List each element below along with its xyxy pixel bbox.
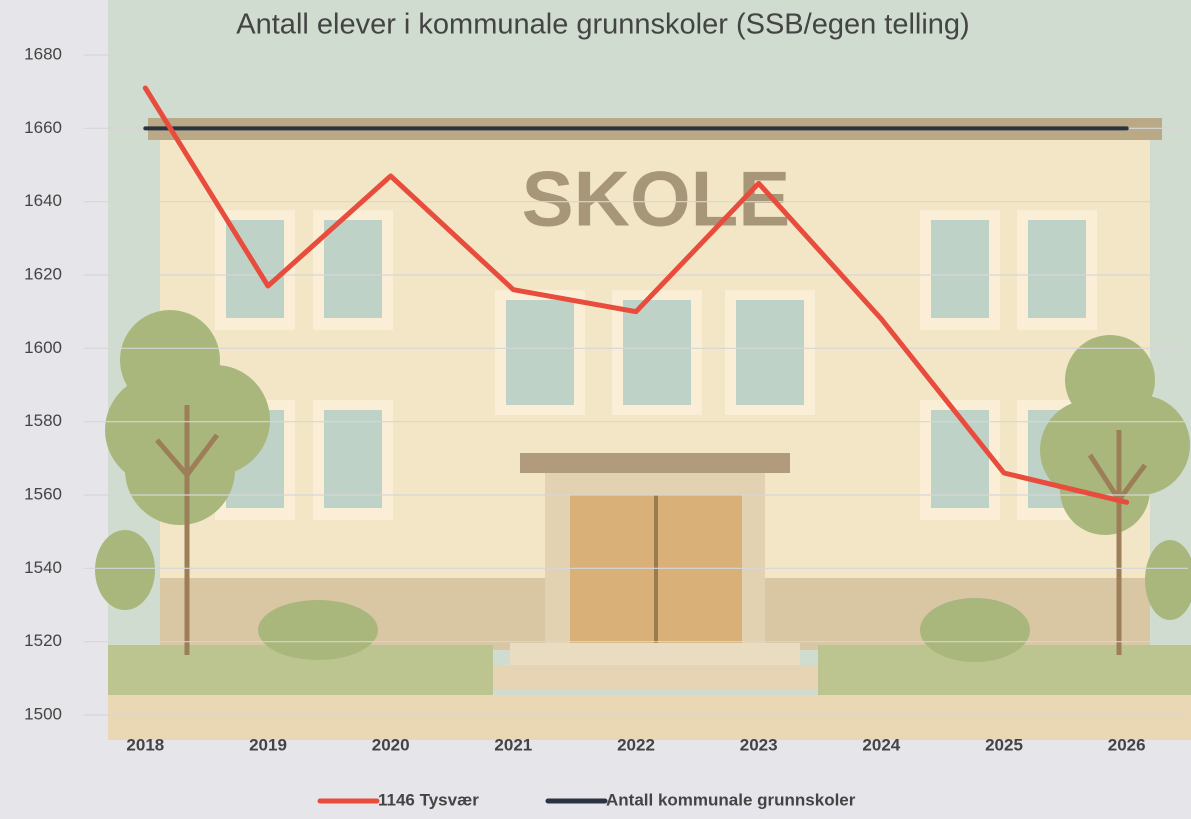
legend-label: 1146 Tysvær: [378, 790, 479, 809]
x-tick-label: 2022: [617, 735, 655, 754]
y-tick-label: 1540: [24, 558, 62, 577]
y-tick-label: 1620: [24, 264, 62, 283]
x-tick-label: 2025: [985, 735, 1023, 754]
building-sign: SKOLE: [522, 155, 791, 243]
x-tick-label: 2019: [249, 735, 287, 754]
x-tick-label: 2018: [126, 735, 164, 754]
x-tick-label: 2023: [740, 735, 778, 754]
y-tick-label: 1600: [24, 338, 62, 357]
y-tick-label: 1500: [24, 704, 62, 723]
x-tick-label: 2026: [1108, 735, 1146, 754]
chart-title: Antall elever i kommunale grunnskoler (S…: [236, 9, 969, 41]
y-tick-label: 1660: [24, 118, 62, 137]
x-tick-label: 2020: [372, 735, 410, 754]
legend-label: Antall kommunale grunnskoler: [606, 790, 856, 809]
background-illustration: SKOLE: [95, 0, 1191, 740]
y-tick-label: 1580: [24, 411, 62, 430]
y-tick-label: 1560: [24, 484, 62, 503]
x-tick-label: 2021: [494, 735, 532, 754]
y-tick-label: 1640: [24, 191, 62, 210]
y-tick-label: 1520: [24, 631, 62, 650]
series-line: [142, 85, 1130, 505]
x-tick-label: 2024: [862, 735, 900, 754]
y-tick-label: 1680: [24, 44, 62, 63]
